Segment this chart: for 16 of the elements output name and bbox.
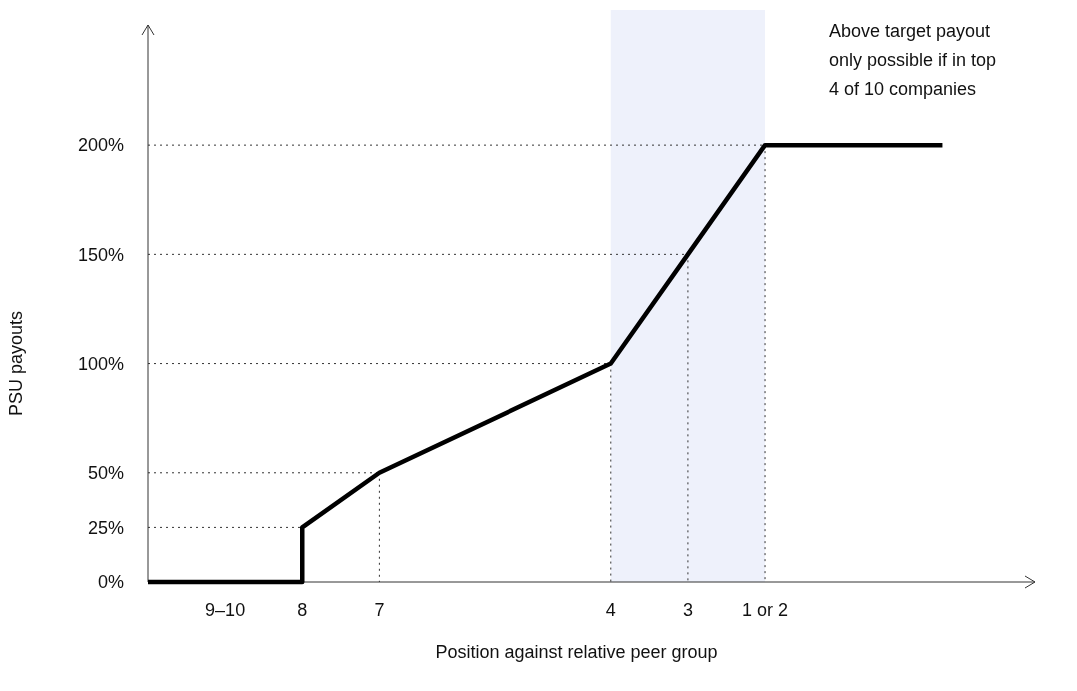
x-tick-label: 9–10 [205,600,246,620]
x-axis-title: Position against relative peer group [435,642,718,662]
y-tick-label: 100% [77,353,124,374]
x-tick-label: 3 [682,600,693,620]
x-tick-label: 1 or 2 [742,600,789,620]
x-tick-label: 4 [605,600,616,620]
y-axis-title: PSU payouts [6,310,26,417]
y-tick-label: 0% [97,572,124,593]
line-series [145,142,945,585]
y-tick-label: 150% [77,244,124,265]
annotation: Above target payout only possible if in top 4 of 10 companies [829,21,997,99]
y-tick-label: 50% [87,463,124,484]
x-tick-label: 8 [297,600,308,620]
y-tick-label: 200% [77,135,124,156]
y-tick-label: 25% [87,517,124,538]
x-tick-label: 7 [374,600,385,620]
